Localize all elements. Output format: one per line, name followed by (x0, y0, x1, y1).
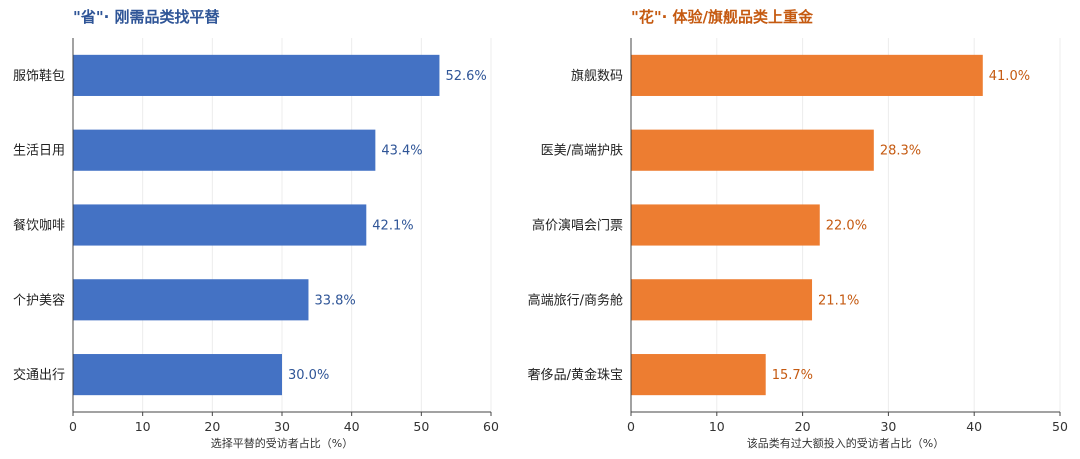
x-tick-label: 0 (69, 419, 77, 434)
value-label: 22.0% (826, 219, 867, 234)
value-label: 15.7% (772, 368, 813, 383)
value-label: 52.6% (445, 69, 486, 84)
x-tick-label: 30 (274, 419, 290, 434)
bar-2 (631, 129, 874, 171)
bar-5 (631, 354, 766, 396)
category-label: 餐饮咖啡 (13, 218, 65, 234)
value-label: 33.8% (314, 293, 355, 308)
chart-title: "花"· 体验/旗舰品类上重金 (631, 8, 814, 26)
bar-4 (73, 279, 309, 321)
value-label: 30.0% (288, 368, 329, 383)
value-label: 21.1% (818, 293, 859, 308)
value-label: 42.1% (372, 219, 413, 234)
category-label: 旗舰数码 (571, 68, 623, 84)
x-tick-label: 0 (627, 419, 635, 434)
bar-2 (73, 129, 376, 171)
x-tick-label: 50 (413, 419, 429, 434)
category-label: 个护美容 (13, 292, 65, 308)
x-tick-label: 30 (880, 419, 896, 434)
bar-1 (631, 54, 983, 96)
x-axis-label: 选择平替的受访者占比（%） (211, 436, 353, 450)
x-tick-label: 40 (966, 419, 982, 434)
bar-1 (73, 54, 440, 96)
category-label: 高价演唱会门票 (532, 218, 623, 234)
category-label: 生活日用 (13, 144, 65, 159)
x-axis-label: 该品类有过大额投入的受访者占比（%） (747, 436, 944, 450)
x-tick-label: 40 (344, 419, 360, 434)
x-tick-label: 50 (1052, 419, 1068, 434)
value-label: 41.0% (989, 69, 1030, 84)
category-label: 交通出行 (13, 367, 65, 383)
category-label: 高端旅行/商务舱 (528, 292, 623, 308)
x-tick-label: 10 (709, 419, 725, 434)
category-label: 奢侈品/黄金珠宝 (528, 367, 623, 383)
chart-title: "省"· 刚需品类找平替 (73, 8, 221, 26)
value-label: 28.3% (880, 144, 921, 159)
bar-4 (631, 279, 813, 321)
category-label: 医美/高端护肤 (541, 143, 623, 159)
bar-5 (73, 354, 282, 396)
bar-3 (73, 204, 367, 246)
x-tick-label: 10 (135, 419, 151, 434)
x-tick-label: 20 (204, 419, 220, 434)
x-tick-label: 60 (483, 419, 499, 434)
category-label: 服饰鞋包 (13, 68, 65, 84)
bar-3 (631, 204, 820, 246)
x-tick-label: 20 (795, 419, 811, 434)
value-label: 43.4% (381, 144, 422, 159)
